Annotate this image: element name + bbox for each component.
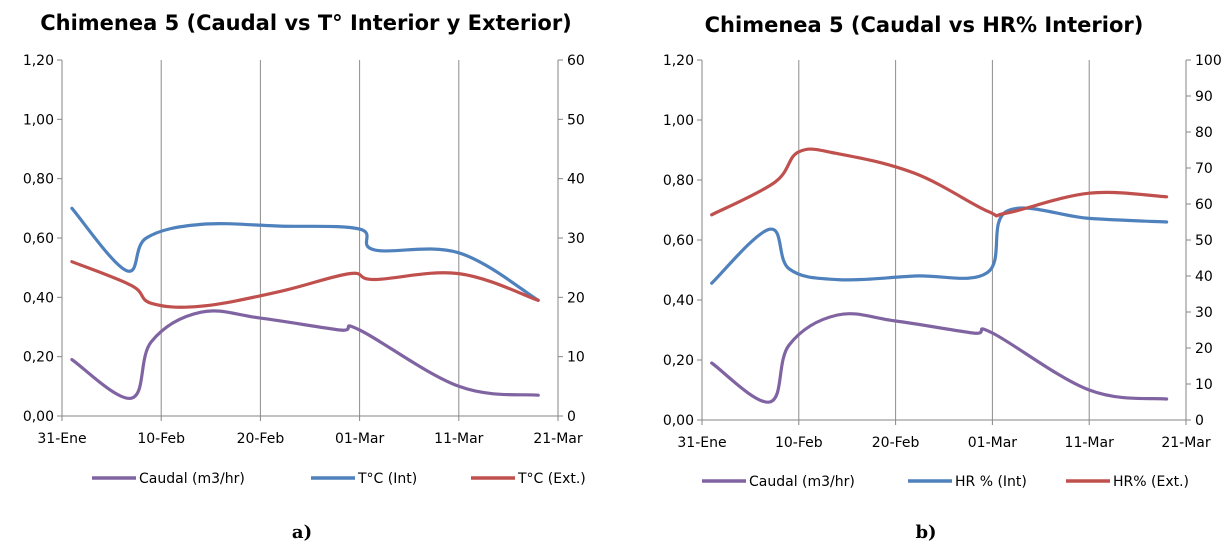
legend-label: HR % (Int)	[955, 474, 1027, 490]
y-left-tick-label: 0,00	[23, 409, 54, 425]
x-tick-label: 31-Ene	[677, 435, 726, 451]
y-right-tick-label: 30	[1195, 305, 1213, 321]
y-right-tick-label: 20	[1195, 341, 1213, 357]
y-right-tick-label: 100	[1195, 53, 1222, 69]
y-right-tick-label: 10	[1195, 377, 1213, 393]
y-left-tick-label: 0,20	[663, 353, 694, 369]
x-tick-label: 20-Feb	[872, 435, 920, 451]
y-right-tick-label: 40	[567, 172, 585, 188]
chart-caption: b)	[915, 522, 936, 543]
chart-caption: a)	[292, 522, 312, 543]
series-line-2	[70, 206, 540, 302]
chart-a-svg: Chimenea 5 (Caudal vs T° Interior y Exte…	[23, 11, 586, 543]
y-right-tick-label: 20	[567, 290, 585, 306]
x-tick-label: 31-Ene	[37, 431, 86, 447]
y-left-tick-label: 1,20	[663, 53, 694, 69]
series-line-3	[710, 147, 1169, 218]
chart-panel-b: Chimenea 5 (Caudal vs HR% Interior) 0,00 0…	[614, 0, 1228, 550]
y-left-tick-label: 0,60	[23, 231, 54, 247]
y-left-tick-label: 0,40	[23, 290, 54, 306]
chart-panel-a: Chimenea 5 (Caudal vs T° Interior y Exte…	[23, 11, 586, 543]
y-right-tick-label: 40	[1195, 269, 1213, 285]
y-right-tick-label: 0	[1195, 413, 1204, 429]
series-line-1	[710, 312, 1169, 404]
legend-label: HR% (Ext.)	[1113, 474, 1189, 490]
x-tick-label: 21-Mar	[1161, 435, 1211, 451]
y-left-tick-label: 1,20	[23, 53, 54, 69]
x-tick-label: 11-Mar	[1065, 435, 1115, 451]
y-right-tick-label: 80	[1195, 125, 1213, 141]
x-tick-label: 20-Feb	[237, 431, 285, 447]
y-left-tick-label: 0,60	[663, 233, 694, 249]
y-left-tick-label: 0,00	[663, 413, 694, 429]
legend-label: Caudal (m3/hr)	[749, 474, 855, 490]
x-tick-label: 01-Mar	[335, 431, 385, 447]
y-right-tick-label: 60	[1195, 197, 1213, 213]
chart-b-svg: Chimenea 5 (Caudal vs HR% Interior) 0,00 0…	[663, 13, 1222, 543]
y-right-tick-label: 0	[567, 409, 576, 425]
y-right-tick-label: 10	[567, 350, 585, 366]
legend-label: Caudal (m3/hr)	[139, 471, 245, 487]
series-line-1	[70, 309, 540, 400]
legend-label: T°C (Ext.)	[517, 471, 586, 487]
y-right-tick-label: 70	[1195, 161, 1213, 177]
chart-title: Chimenea 5 (Caudal vs T° Interior y Exte…	[40, 11, 572, 35]
x-tick-label: 10-Feb	[137, 431, 185, 447]
x-tick-label: 01-Mar	[968, 435, 1018, 451]
chart-title: Chimenea 5 (Caudal vs HR% Interior)	[705, 13, 1144, 37]
x-tick-label: 21-Mar	[533, 431, 583, 447]
y-right-tick-label: 90	[1195, 89, 1213, 105]
x-tick-label: 10-Feb	[775, 435, 823, 451]
y-left-tick-label: 0,80	[663, 173, 694, 189]
series-line-3	[70, 260, 540, 309]
x-tick-label: 11-Mar	[434, 431, 484, 447]
y-right-tick-label: 50	[1195, 233, 1213, 249]
y-right-tick-label: 50	[567, 112, 585, 128]
y-right-tick-label: 60	[567, 53, 585, 69]
y-left-tick-label: 1,00	[663, 113, 694, 129]
y-left-tick-label: 0,80	[23, 172, 54, 188]
y-left-tick-label: 1,00	[23, 112, 54, 128]
y-left-tick-label: 0,40	[663, 293, 694, 309]
series-line-2	[710, 206, 1169, 285]
y-left-tick-label: 0,20	[23, 350, 54, 366]
y-right-tick-label: 30	[567, 231, 585, 247]
legend-label: T°C (Int)	[357, 471, 417, 487]
